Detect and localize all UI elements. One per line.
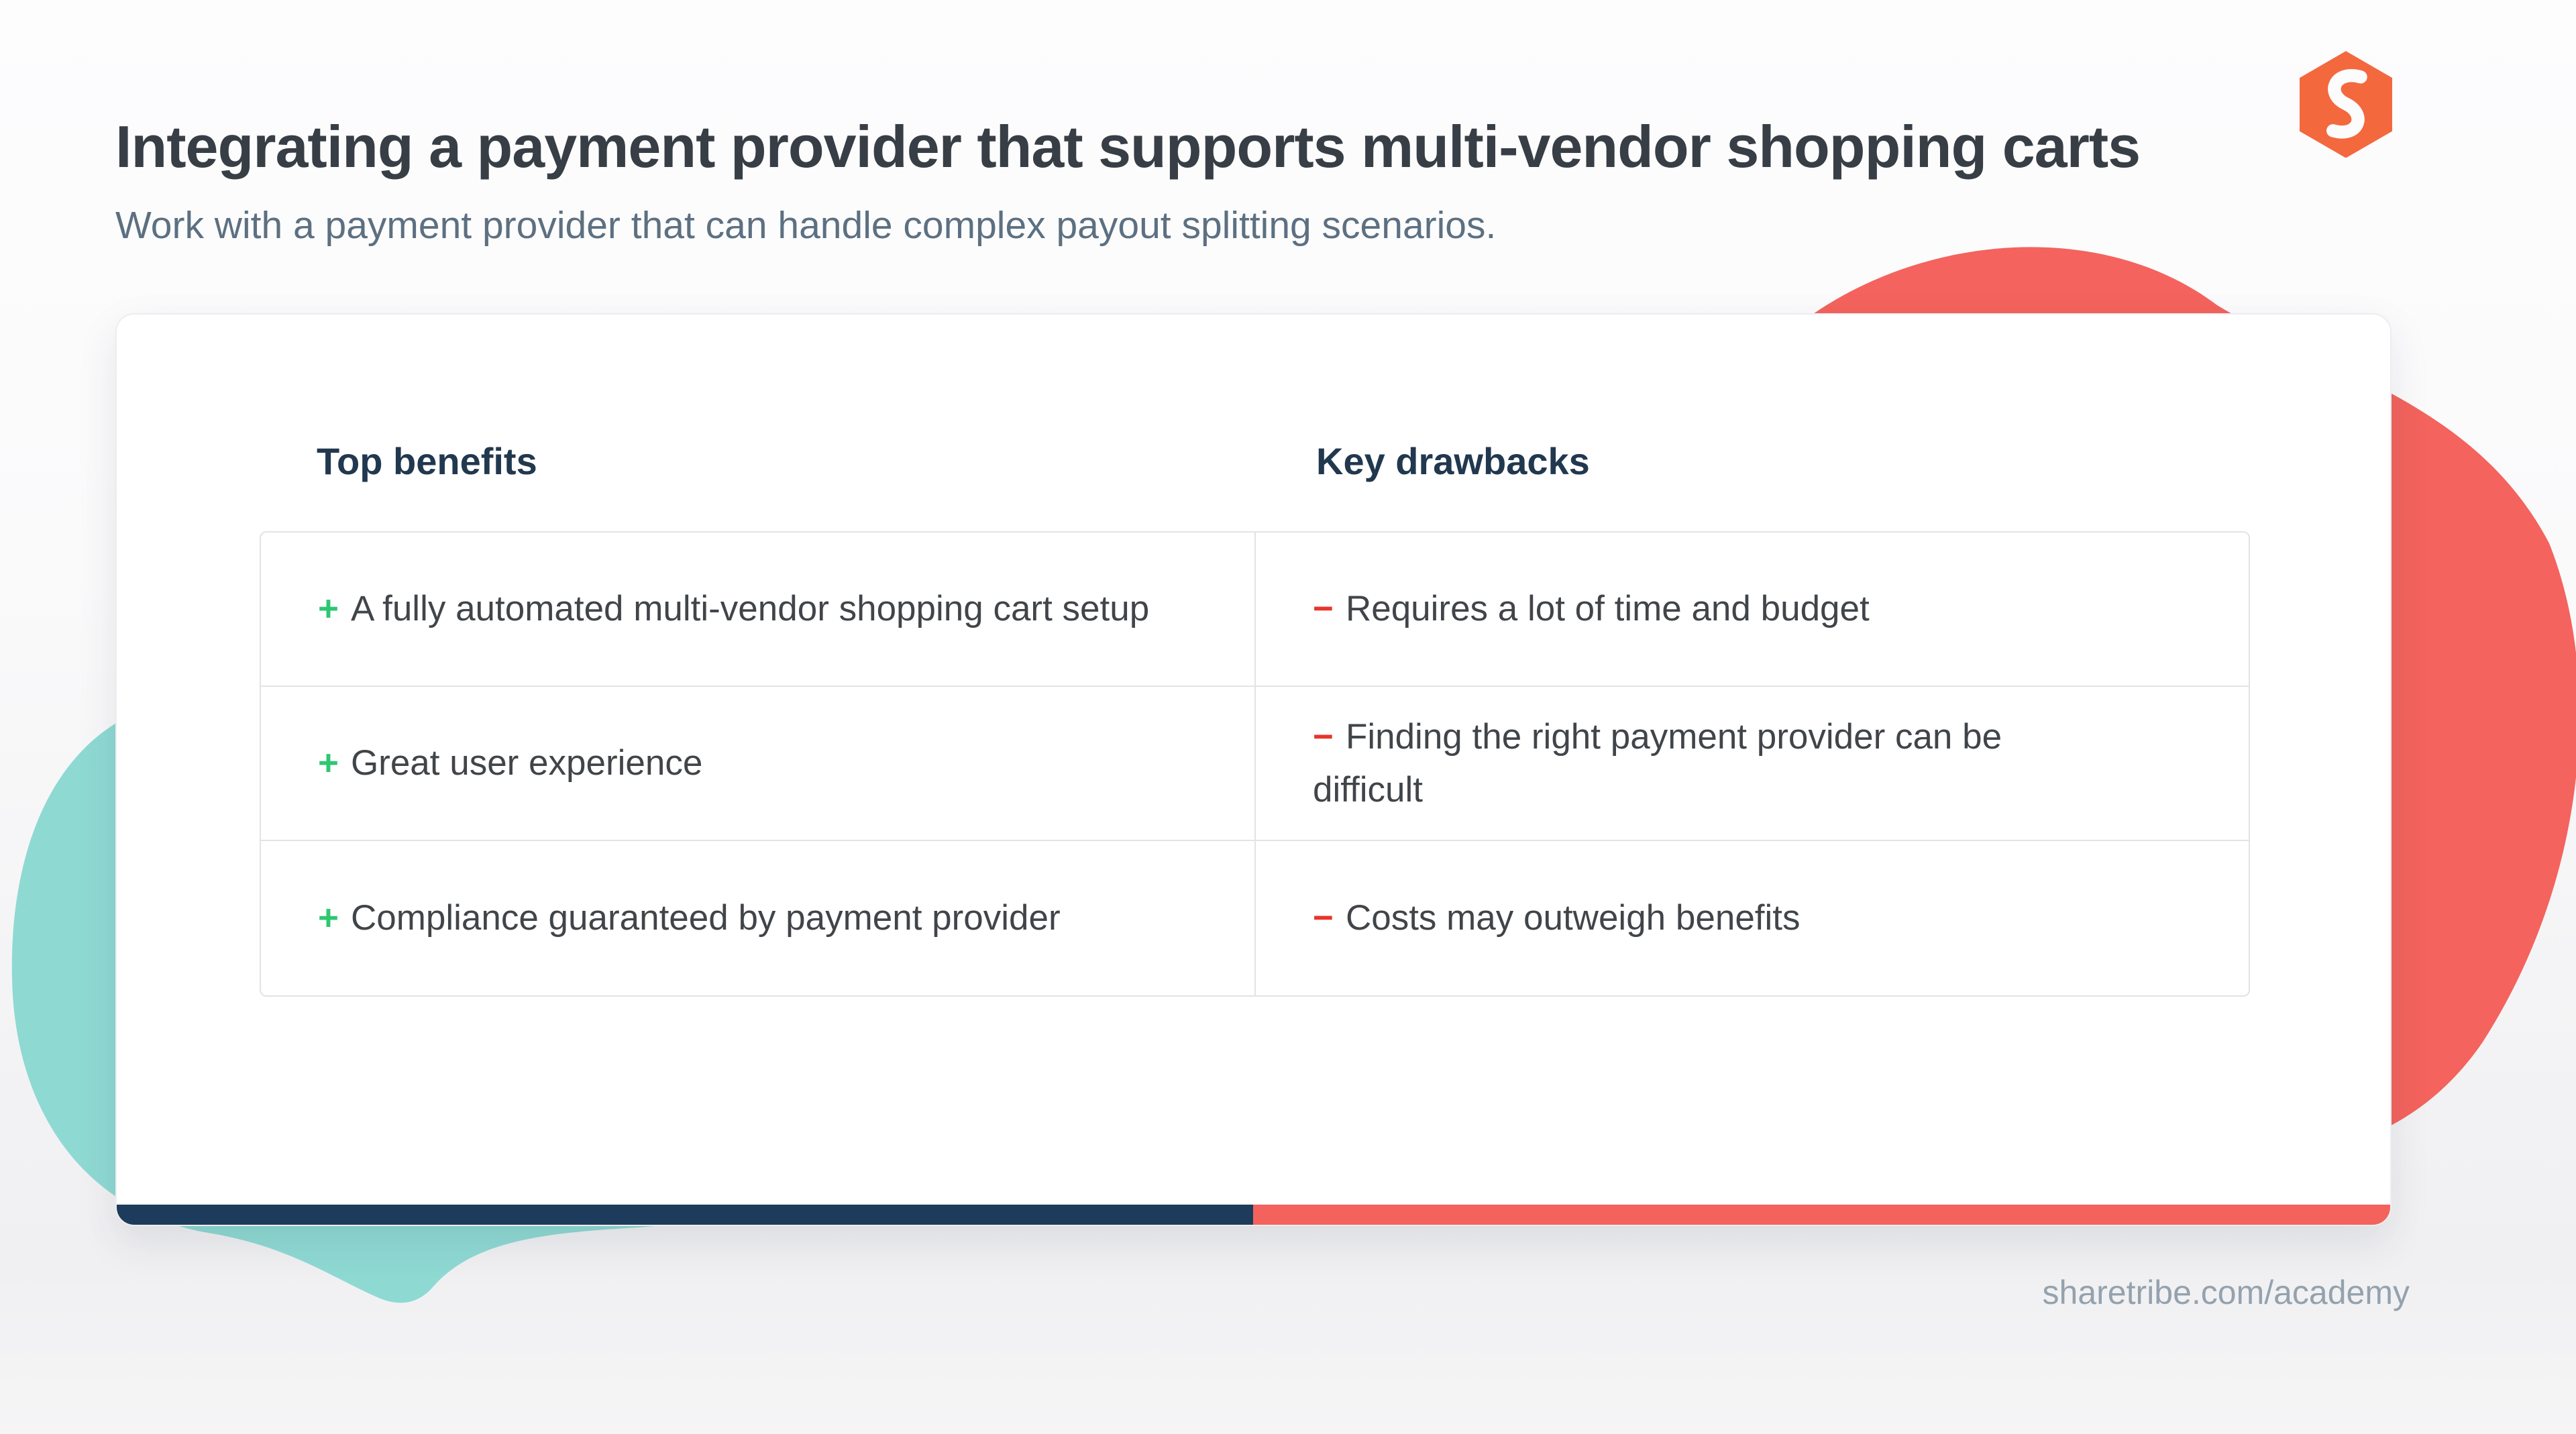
footer-link[interactable]: sharetribe.com/academy — [2042, 1274, 2410, 1311]
minus-icon: − — [1313, 589, 1334, 629]
header-block: Integrating a payment provider that supp… — [115, 113, 2141, 250]
accent-bar-coral — [1253, 1205, 2390, 1225]
plus-icon: + — [318, 589, 339, 629]
accent-bar-navy — [117, 1205, 1253, 1225]
drawback-text: − Finding the right payment provider can … — [1313, 716, 2002, 810]
comparison-card: Top benefits Key drawbacks + A fully auto… — [115, 313, 2392, 1226]
benefit-cell: + Compliance guaranteed by payment provid… — [261, 841, 1256, 995]
drawback-cell: − Costs may outweigh benefits — [1256, 841, 2249, 995]
benefit-cell: + A fully automated multi-vendor shopping… — [261, 533, 1256, 687]
drawbacks-header: Key drawbacks — [1316, 440, 1590, 482]
drawback-cell: − Finding the right payment provider can … — [1256, 687, 2249, 841]
drawback-cell: − Requires a lot of time and budget — [1256, 533, 2249, 687]
benefits-header: Top benefits — [317, 440, 537, 482]
minus-icon: − — [1313, 716, 1334, 757]
drawback-text: − Costs may outweigh benefits — [1313, 898, 1801, 938]
minus-icon: − — [1313, 898, 1334, 938]
benefit-text: + Compliance guaranteed by payment provid… — [318, 898, 1061, 938]
drawback-text: − Requires a lot of time and budget — [1313, 589, 1870, 629]
benefit-cell: + Great user experience — [261, 687, 1256, 841]
page-title: Integrating a payment provider that supp… — [115, 113, 2141, 180]
plus-icon: + — [318, 743, 339, 783]
plus-icon: + — [318, 898, 339, 938]
benefit-text: + Great user experience — [318, 743, 703, 783]
comparison-table: + A fully automated multi-vendor shopping… — [260, 531, 2250, 997]
page-subtitle: Work with a payment provider that can ha… — [115, 204, 1497, 247]
benefit-text: + A fully automated multi-vendor shopping… — [318, 589, 1150, 629]
accent-bar — [117, 1205, 2390, 1225]
sharetribe-logo-icon — [2300, 51, 2392, 158]
